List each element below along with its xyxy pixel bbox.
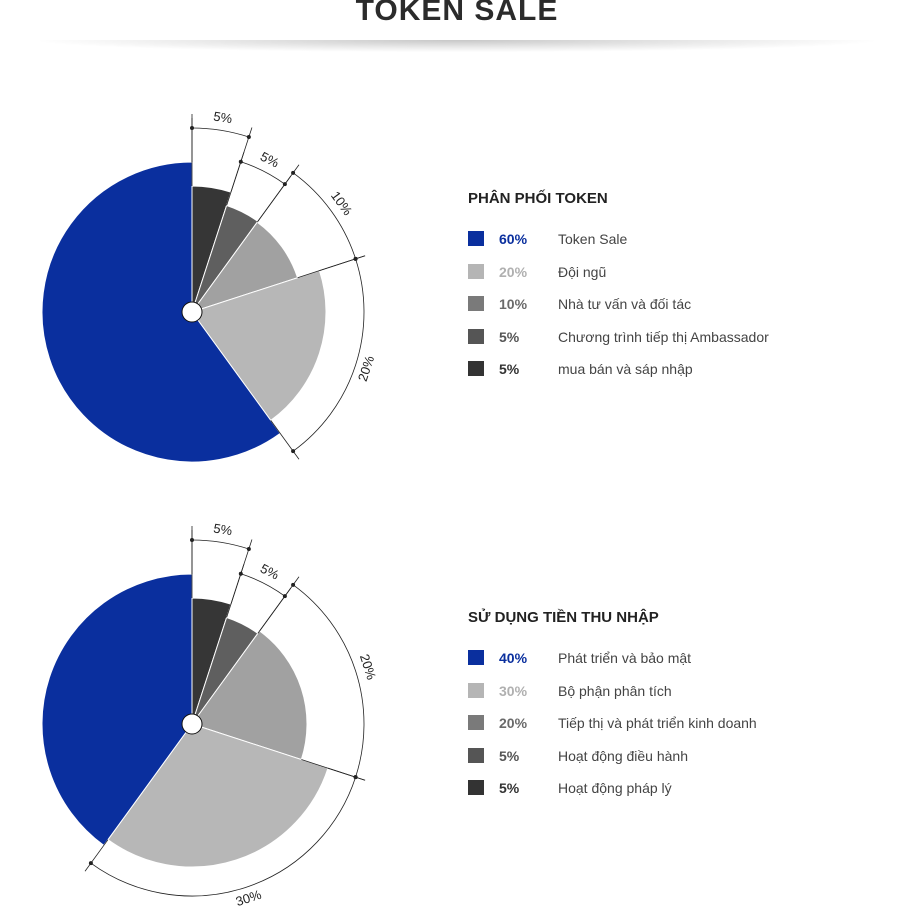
legend-label: Nhà tư vấn và đối tác [558, 296, 692, 312]
slice-annotation-label: 5% [212, 108, 233, 126]
legend-item: 5% Chương trình tiếp thị Ambassador [468, 328, 769, 361]
legend-percentage: 40% [499, 650, 528, 666]
legend-swatch [468, 296, 484, 311]
token-distribution-pie-chart: 5%5%10%20% [41, 108, 377, 463]
fund-usage-pie-chart: 5%5%20%30% [41, 520, 379, 909]
slice-annotation-label: 5% [212, 520, 233, 538]
legend-item: 5% Hoạt động pháp lý [468, 779, 672, 812]
pie-slice [191, 630, 308, 761]
legend-swatch [468, 650, 484, 665]
title-divider-shadow [40, 40, 874, 52]
page-title: TOKEN SALE [355, 0, 559, 27]
dimension-dot [246, 547, 251, 552]
legend-label: Bộ phận phân tích [558, 682, 672, 699]
legend-label: Hoạt động điều hành [558, 747, 688, 764]
pie-center-hub [181, 713, 203, 735]
legend-swatch [468, 263, 484, 279]
dimension-tick [327, 767, 366, 781]
legend-item: 60% Token Sale [468, 230, 627, 263]
legend-swatch [468, 682, 484, 698]
legend-swatch [468, 780, 484, 795]
legend-percentage: 20% [499, 715, 528, 731]
legend-percentage: 5% [499, 328, 520, 345]
legend-title: PHÂN PHỐI TOKEN [468, 190, 608, 207]
dimension-dot [353, 775, 358, 780]
token-distribution-legend: PHÂN PHỐI TOKEN 60% Token Sale 20% Đội ngũ 1… [468, 190, 769, 393]
legend-item: 10% Nhà tư vấn và đối tác [468, 295, 691, 328]
legend-title: SỬ DỤNG TIỀN THU NHẬP [468, 609, 659, 626]
pie-center-hub [181, 301, 203, 323]
legend-swatch [468, 231, 484, 246]
dimension-arc [240, 161, 286, 185]
dimension-arc [292, 258, 365, 452]
dimension-dot [88, 861, 93, 866]
dimension-arc [292, 172, 356, 259]
legend-item: 40% Phát triển và bảo mật [468, 649, 691, 682]
legend-item: 20% Tiếp thị và phát triển kinh doanh [468, 714, 757, 747]
dimension-dot [291, 170, 296, 175]
legend-swatch [468, 747, 484, 763]
dimension-arc [292, 584, 365, 778]
dimension-arc [90, 777, 356, 897]
legend-label: Token Sale [558, 231, 628, 247]
legend-item: 5% mua bán và sáp nhập [468, 360, 693, 393]
legend-label: Hoạt động pháp lý [558, 780, 672, 796]
legend-label: Đội ngũ [558, 263, 607, 280]
fund-usage-legend: SỬ DỤNG TIỀN THU NHẬP 40% Phát triển và b… [468, 609, 757, 812]
dimension-dot [353, 256, 358, 261]
legend-swatch [468, 715, 484, 730]
legend-percentage: 5% [499, 747, 520, 764]
legend-label: mua bán và sáp nhập [558, 361, 693, 377]
pie-slice [41, 573, 193, 847]
legend-item: 30% Bộ phận phân tích [468, 682, 672, 715]
dimension-dot [238, 159, 243, 164]
slice-annotation-label: 20% [357, 652, 379, 682]
legend-percentage: 10% [499, 296, 528, 312]
dimension-arc [191, 127, 249, 138]
pie-slice [41, 161, 281, 463]
slice-annotation-label: 10% [328, 188, 356, 218]
dimension-tick [270, 420, 300, 460]
dimension-tick [84, 839, 109, 872]
dimension-dot [246, 135, 251, 140]
dimension-dot [291, 582, 296, 587]
legend-percentage: 5% [499, 361, 520, 377]
legend-percentage: 60% [499, 231, 528, 247]
legend-percentage: 5% [499, 780, 520, 796]
legend-percentage: 20% [499, 263, 528, 280]
legend-swatch [468, 361, 484, 376]
slice-annotation-label: 5% [258, 561, 282, 583]
legend-item: 5% Hoạt động điều hành [468, 747, 688, 780]
slice-annotation-label: 5% [258, 149, 282, 171]
legend-label: Tiếp thị và phát triển kinh doanh [558, 715, 757, 731]
dimension-dot [291, 449, 296, 454]
legend-label: Phát triển và bảo mật [558, 650, 692, 666]
dimension-dot [238, 571, 243, 576]
legend-label: Chương trình tiếp thị Ambassador [558, 328, 769, 345]
dimension-arc [191, 539, 249, 550]
legend-percentage: 30% [499, 682, 528, 699]
legend-items: 60% Token Sale 20% Đội ngũ 10% Nhà tư vấn và … [468, 230, 769, 393]
pie-slice [107, 723, 329, 868]
legend-item: 20% Đội ngũ [468, 263, 608, 296]
dimension-arc [240, 573, 286, 597]
legend-swatch [468, 328, 484, 344]
pie-slice [191, 269, 327, 422]
legend-items: 40% Phát triển và bảo mật 30% Bộ phận phân … [468, 649, 757, 812]
